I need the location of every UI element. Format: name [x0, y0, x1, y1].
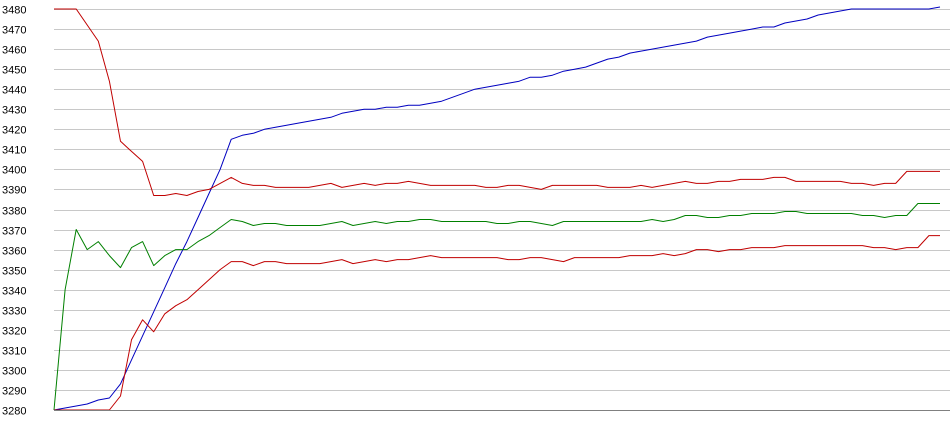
y-tick-label: 3350 [2, 266, 26, 278]
y-tick-label: 3430 [2, 105, 26, 117]
y-tick-label: 3450 [2, 65, 26, 77]
y-tick-label: 3360 [2, 246, 26, 258]
series-line-2 [54, 8, 940, 196]
y-tick-label: 3390 [2, 185, 26, 197]
y-tick-label: 3480 [2, 5, 26, 17]
y-tick-label: 3370 [2, 226, 26, 238]
series-line-1 [53, 6, 941, 411]
y-tick-label: 3280 [2, 406, 26, 418]
y-tick-label: 3470 [2, 25, 26, 37]
series-lines [53, 6, 941, 411]
y-tick-label: 3340 [2, 286, 26, 298]
y-tick-label: 3290 [2, 386, 26, 398]
y-tick-label: 3460 [2, 45, 26, 57]
y-tick-label: 3300 [2, 366, 26, 378]
y-tick-label: 3410 [2, 145, 26, 157]
y-axis-tick-labels: 3280 3290 3300 3310 3320 3330 3340 3350 3360 3370… [2, 5, 26, 418]
y-tick-label: 3440 [2, 85, 26, 97]
y-tick-label: 3400 [2, 165, 26, 177]
y-tick-label: 3380 [2, 206, 26, 218]
y-tick-label: 3320 [2, 326, 26, 338]
series-line-3 [53, 203, 940, 411]
y-tick-label: 3420 [2, 125, 26, 137]
y-tick-label: 3310 [2, 346, 26, 358]
series-line-4 [54, 235, 940, 411]
grid-lines [54, 9, 950, 411]
y-tick-label: 3330 [2, 306, 26, 318]
